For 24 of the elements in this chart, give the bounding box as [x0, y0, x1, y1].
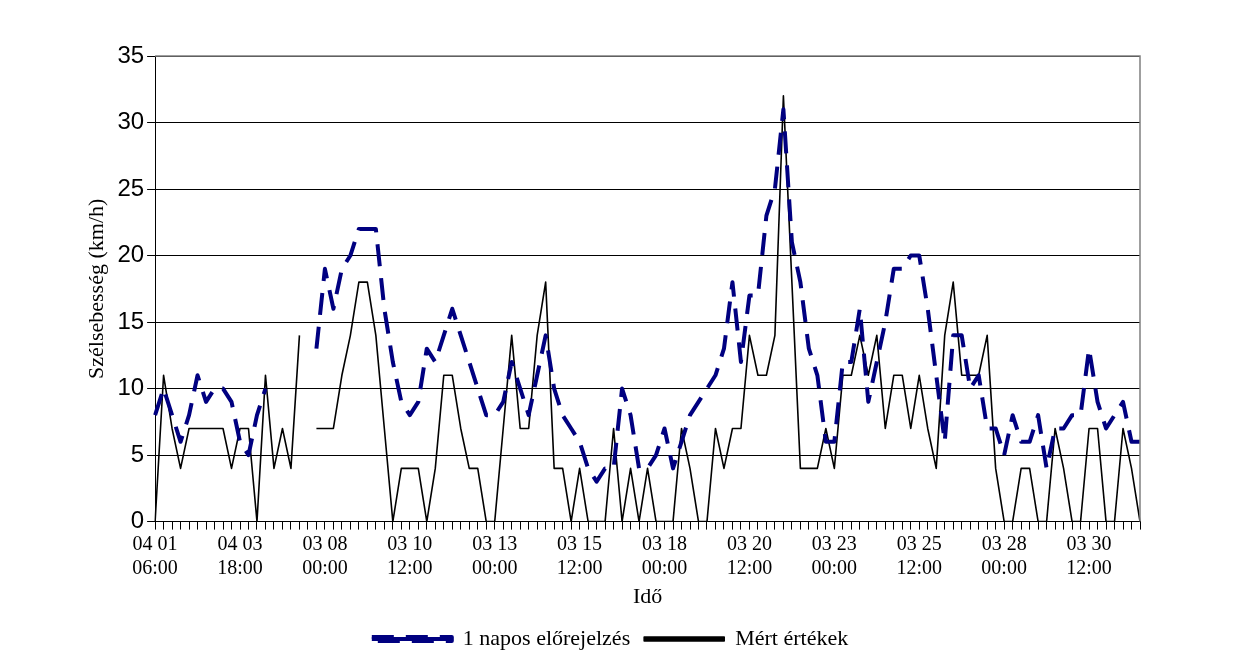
- y-tick-label: 35: [117, 40, 145, 68]
- y-tick-label: 15: [117, 306, 145, 334]
- x-tick-label: 03 28 00:00: [981, 531, 1027, 578]
- legend-label: Mért értékek: [735, 624, 849, 650]
- y-tick-label: 25: [117, 173, 145, 201]
- x-tick-label: 03 13 00:00: [471, 531, 518, 578]
- x-tick-label: 03 25 12:00: [896, 531, 943, 578]
- x-tick-label: 04 01 06:00: [132, 531, 178, 578]
- x-tick-label: 03 15 12:00: [556, 531, 603, 578]
- y-tick-label: 10: [117, 373, 145, 401]
- x-tick-label: 03 30 12:00: [1066, 531, 1112, 578]
- y-axis-title: Szélsebesség (km/h): [82, 198, 108, 379]
- legend-label: 1 napos előrejelzés: [462, 624, 631, 650]
- y-tick-label: 30: [117, 107, 145, 135]
- y-tick-label: 0: [130, 506, 145, 534]
- x-tick-label: 03 20 12:00: [726, 531, 773, 578]
- y-tick-label: 5: [130, 439, 145, 467]
- y-tick-label: 20: [117, 240, 145, 268]
- x-axis-title: Idő: [632, 582, 663, 608]
- x-tick-label: 03 10 12:00: [387, 531, 433, 578]
- x-tick-label: 03 08 00:00: [302, 531, 348, 578]
- x-tick-label: 03 18 00:00: [641, 531, 688, 578]
- x-tick-label: 03 23 00:00: [811, 531, 858, 578]
- x-tick-label: 04 03 18:00: [217, 531, 263, 578]
